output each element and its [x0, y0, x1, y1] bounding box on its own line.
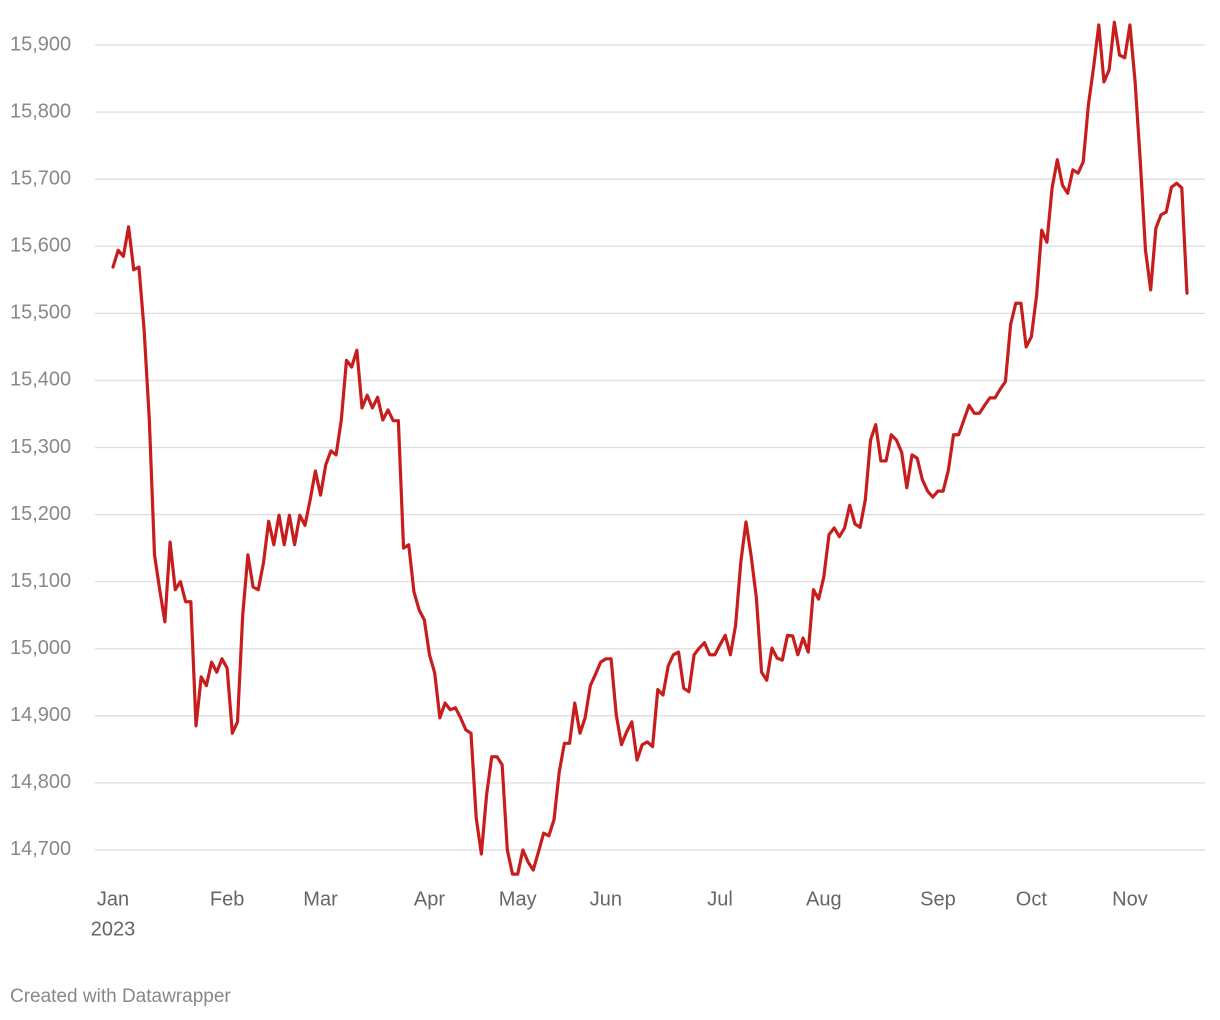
x-tick-label: Feb	[210, 888, 244, 910]
y-tick-label: 14,700	[10, 838, 71, 860]
y-tick-label: 15,000	[10, 637, 71, 659]
x-tick-label: Jan	[97, 888, 129, 910]
y-tick-label: 15,300	[10, 436, 71, 458]
y-tick-label: 15,800	[10, 100, 71, 122]
x-tick-label: May	[499, 888, 537, 910]
x-tick-label: Aug	[806, 888, 842, 910]
footer: Created with Datawrapper	[10, 986, 231, 1007]
y-tick-label: 15,900	[10, 33, 71, 55]
x-tick-label: Mar	[303, 888, 338, 910]
x-tick-label: Nov	[1112, 888, 1148, 910]
data-line	[111, 20, 1189, 876]
y-tick-label: 15,600	[10, 235, 71, 257]
y-tick-label: 15,400	[10, 369, 71, 391]
y-tick-label: 14,800	[10, 771, 71, 793]
x-tick-label: Jun	[590, 888, 622, 910]
y-tick-label: 15,700	[10, 167, 71, 189]
x-tick-label: Jul	[707, 888, 733, 910]
y-tick-label: 15,100	[10, 570, 71, 592]
y-tick-label: 14,900	[10, 704, 71, 726]
x-tick-label: Apr	[414, 888, 445, 910]
y-tick-label: 15,200	[10, 503, 71, 525]
x-tick-label: Sep	[920, 888, 956, 910]
y-tick-label: 15,500	[10, 302, 71, 324]
year-label: 2023	[91, 918, 136, 940]
x-tick-label: Oct	[1016, 888, 1048, 910]
